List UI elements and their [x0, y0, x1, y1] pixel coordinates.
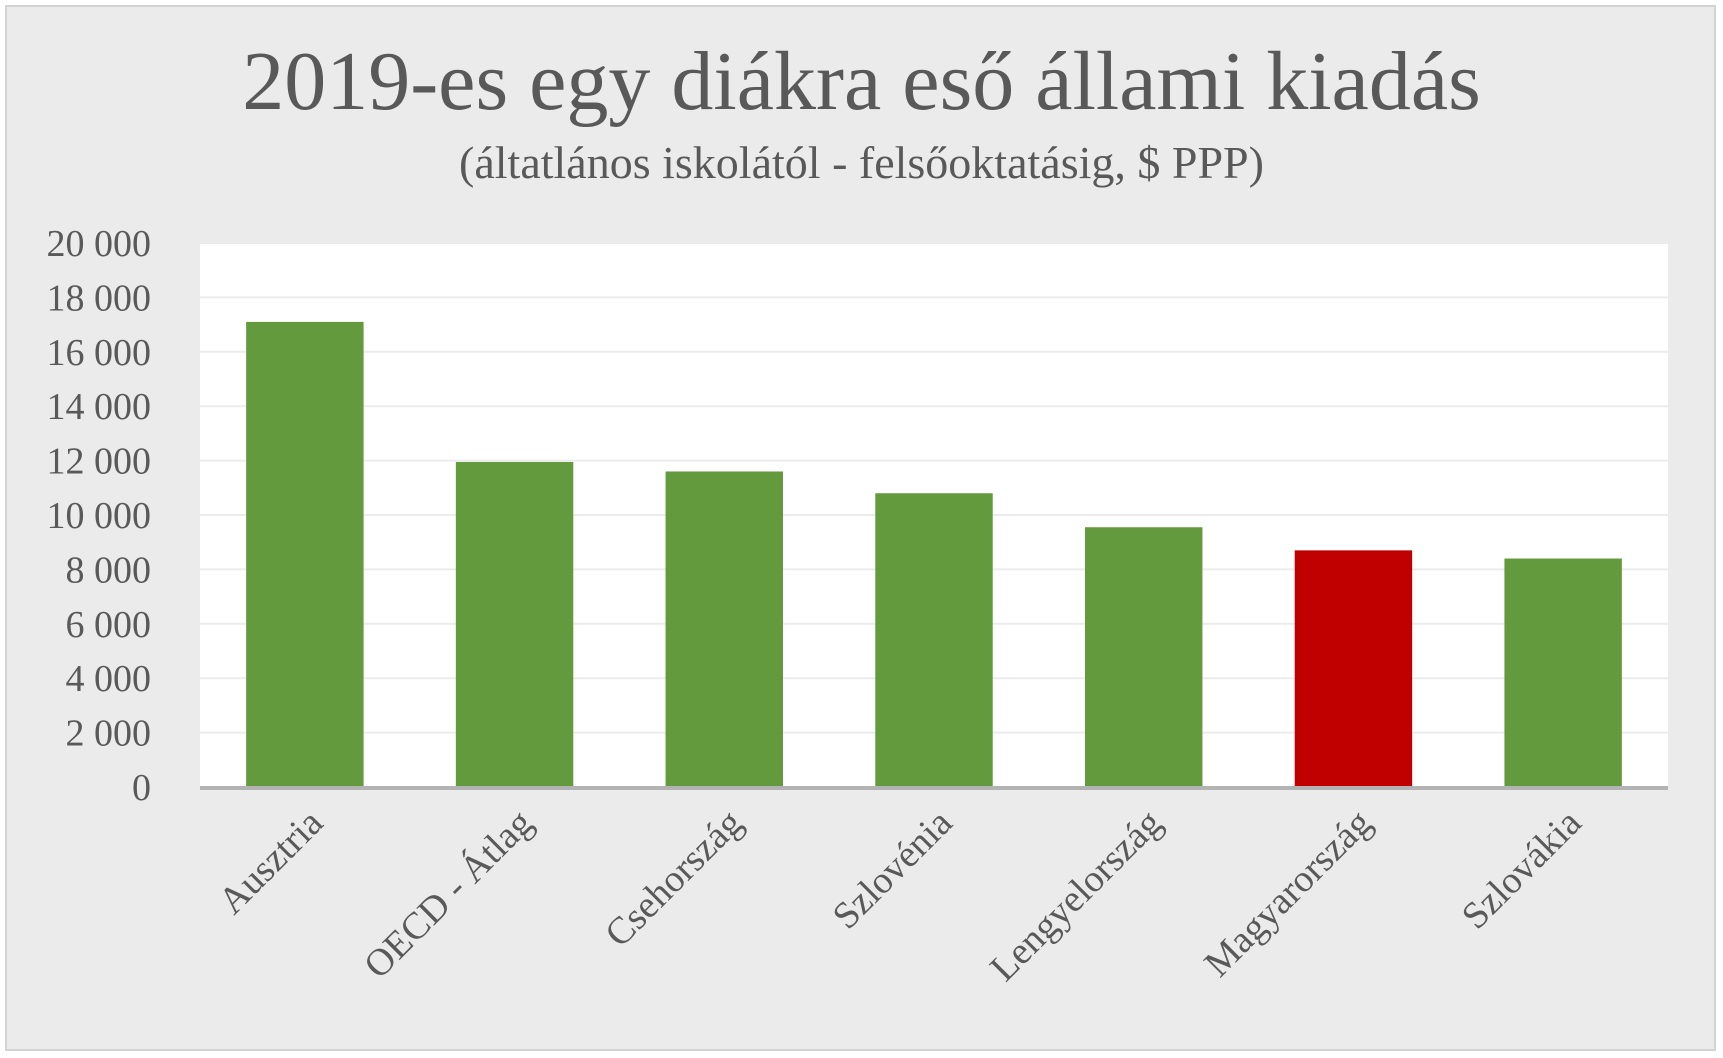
bar-1: [246, 321, 364, 787]
chart-subtitle: (áltatlános iskolától - felsőoktatásig, …: [459, 137, 1264, 188]
y-tick-label: 2 000: [66, 713, 152, 755]
bar-6: [1294, 550, 1413, 787]
x-category-label: Ausztria: [210, 802, 331, 923]
x-category-label: Lengyelország: [982, 802, 1170, 990]
bar-3: [665, 471, 784, 787]
y-tick-label: 10 000: [47, 495, 152, 537]
bar-4: [875, 493, 993, 787]
y-tick-label: 20 000: [47, 223, 152, 265]
bar-7: [1504, 558, 1622, 787]
y-tick-label: 8 000: [66, 549, 152, 591]
y-tick-label: 12 000: [47, 441, 152, 483]
y-tick-label: 18 000: [47, 277, 152, 319]
y-tick-label: 6 000: [66, 604, 152, 646]
y-tick-label: 16 000: [47, 332, 152, 374]
x-category-label: OECD - Átlag: [356, 802, 541, 987]
bar-5: [1084, 527, 1203, 787]
x-category-label: Magyarország: [1196, 802, 1379, 985]
y-tick-label: 14 000: [47, 386, 152, 428]
chart-title: 2019-es egy diákra eső állami kiadás: [242, 35, 1481, 128]
y-axis-ticks: 0 2 000 4 000 6 000 8 000 10 000 12 000 14 000 1…: [47, 223, 152, 809]
x-axis-labels: Ausztria OECD - Átlag Csehország Szlovénia L…: [210, 802, 1589, 990]
bars: [246, 321, 1622, 787]
y-tick-label: 0: [132, 767, 151, 809]
x-category-label: Csehország: [597, 802, 751, 956]
x-category-label: Szlovénia: [825, 802, 961, 938]
y-tick-label: 4 000: [66, 658, 152, 700]
bar-2: [455, 461, 574, 787]
x-category-label: Szlovákia: [1454, 802, 1590, 938]
